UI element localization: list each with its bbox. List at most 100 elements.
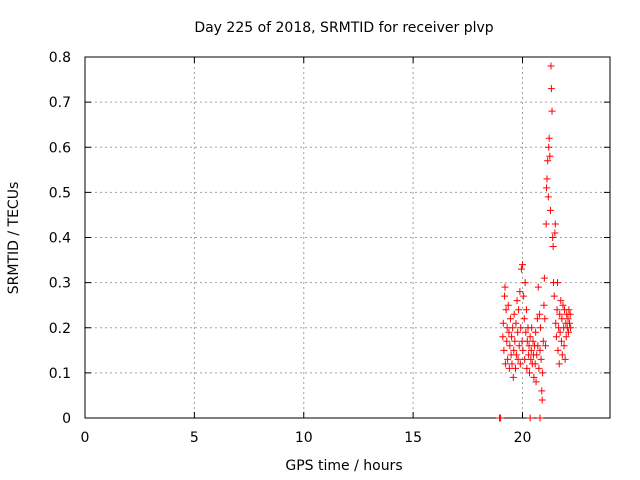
data-point [534, 283, 542, 291]
data-point [547, 62, 555, 70]
data-point [565, 306, 573, 314]
data-point [506, 342, 514, 350]
data-point [536, 310, 544, 318]
data-point [515, 306, 523, 314]
data-points [496, 62, 575, 422]
data-point [501, 360, 509, 368]
data-point [551, 229, 559, 237]
data-point [547, 206, 554, 214]
data-point [536, 414, 544, 422]
data-point [533, 315, 541, 323]
data-point [532, 378, 540, 386]
data-point [535, 364, 543, 372]
data-point [519, 346, 527, 354]
data-point [500, 346, 508, 354]
data-point [517, 324, 525, 332]
data-point [545, 134, 553, 142]
data-point [527, 355, 535, 363]
data-point [512, 364, 519, 372]
data-point [519, 261, 526, 269]
data-point [532, 328, 540, 336]
data-point [549, 234, 557, 241]
data-point [561, 355, 569, 363]
data-point [508, 360, 516, 368]
data-point [526, 414, 534, 422]
data-point [517, 265, 525, 273]
y-tick-label: 0.7 [49, 95, 71, 111]
data-point [553, 306, 561, 314]
data-point [555, 360, 563, 368]
data-point [554, 279, 561, 287]
data-point [549, 243, 557, 251]
data-point [542, 220, 550, 228]
data-point [505, 364, 513, 372]
data-point [539, 337, 547, 345]
data-point [533, 351, 541, 359]
data-point [556, 310, 564, 318]
data-point [512, 319, 520, 327]
data-point [534, 342, 542, 350]
data-point [536, 324, 544, 332]
x-tick-label: 10 [295, 430, 313, 446]
x-tick-label: 15 [404, 430, 422, 446]
data-point [557, 337, 565, 345]
data-point [521, 279, 529, 287]
y-tick-label: 0.2 [49, 321, 71, 337]
data-point [511, 337, 519, 345]
data-point [548, 107, 556, 115]
data-point [540, 274, 548, 282]
y-tick-label: 0.6 [49, 140, 71, 156]
data-point [545, 143, 553, 151]
data-point [504, 301, 512, 309]
data-point [504, 355, 512, 363]
data-point [552, 333, 560, 341]
data-point [526, 369, 533, 377]
data-point [521, 355, 529, 363]
data-point [541, 315, 549, 323]
data-point [557, 297, 565, 305]
data-point [522, 306, 530, 314]
data-point [554, 346, 562, 354]
x-tick-label: 5 [190, 430, 199, 446]
data-point [567, 324, 575, 332]
data-point [513, 297, 521, 305]
data-point [559, 301, 567, 309]
data-point [566, 310, 574, 318]
data-point [530, 373, 538, 381]
grid [85, 57, 610, 418]
data-point [503, 337, 511, 345]
x-axis-label: GPS time / hours [285, 458, 402, 474]
chart-title: Day 225 of 2018, SRMTID for receiver plv… [194, 20, 493, 36]
data-point [539, 369, 547, 377]
y-tick-label: 0.1 [49, 366, 71, 382]
data-point [544, 193, 552, 201]
data-point [564, 315, 572, 323]
data-point [560, 342, 568, 350]
y-axis-label: SRMTID / TECUs [6, 182, 22, 295]
data-point [499, 333, 507, 341]
data-point [547, 85, 555, 93]
data-point [509, 373, 517, 381]
data-point [520, 292, 528, 300]
data-point [514, 355, 522, 363]
data-point [536, 346, 544, 354]
data-point [514, 328, 522, 336]
y-tick-label: 0.8 [49, 50, 71, 66]
data-point [546, 152, 554, 160]
data-point [537, 355, 545, 363]
data-point [497, 414, 505, 422]
data-point [552, 319, 560, 327]
x-tick-label: 20 [514, 430, 532, 446]
data-point [509, 324, 517, 332]
data-point [551, 220, 559, 228]
data-point [566, 319, 574, 327]
data-point [523, 364, 531, 372]
data-point [512, 351, 520, 359]
y-tick-labels: 0 0.1 0.2 0.3 0.4 0.5 0.6 0.7 0.8 [49, 50, 71, 427]
data-point [528, 324, 536, 332]
x-tick-labels: 0 5 10 15 20 [81, 430, 532, 446]
axis-ticks [84, 56, 610, 419]
data-point [499, 319, 507, 327]
data-point [543, 175, 551, 183]
